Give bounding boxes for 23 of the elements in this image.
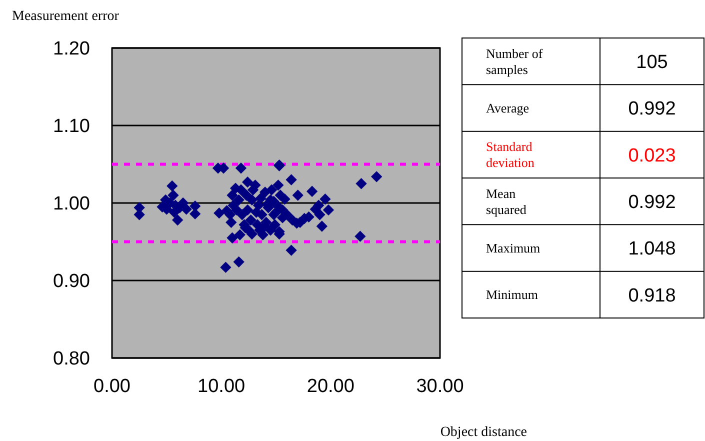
text: Average bbox=[486, 100, 530, 116]
y-tick-label: 1.20 bbox=[53, 38, 90, 60]
text: Minimum bbox=[486, 287, 538, 302]
x-tick-label: 20.00 bbox=[306, 376, 354, 397]
text: 105 bbox=[636, 52, 668, 73]
x-tick-label: 0.00 bbox=[94, 376, 130, 397]
text: Maximum bbox=[486, 240, 540, 256]
text: 0.992 bbox=[628, 192, 676, 213]
text: 1.048 bbox=[628, 238, 676, 260]
x-tick-label: 10.00 bbox=[198, 376, 246, 397]
y-tick-label: 0.80 bbox=[53, 348, 90, 370]
y-axis-title: Measurement error bbox=[12, 9, 120, 24]
x-axis-title: Object distance bbox=[440, 425, 527, 440]
text: 0.023 bbox=[628, 145, 676, 166]
text: Number of samples bbox=[486, 46, 544, 77]
y-tick-label: 1.00 bbox=[53, 194, 90, 215]
text: Standard deviation bbox=[486, 139, 535, 170]
y-tick-label: 1.10 bbox=[53, 116, 90, 138]
y-tick-label: 0.90 bbox=[53, 271, 90, 292]
x-tick-label: 30.00 bbox=[416, 376, 464, 397]
text: Mean squared bbox=[486, 186, 527, 217]
text: 0.918 bbox=[628, 285, 676, 306]
text: 0.992 bbox=[628, 98, 676, 120]
